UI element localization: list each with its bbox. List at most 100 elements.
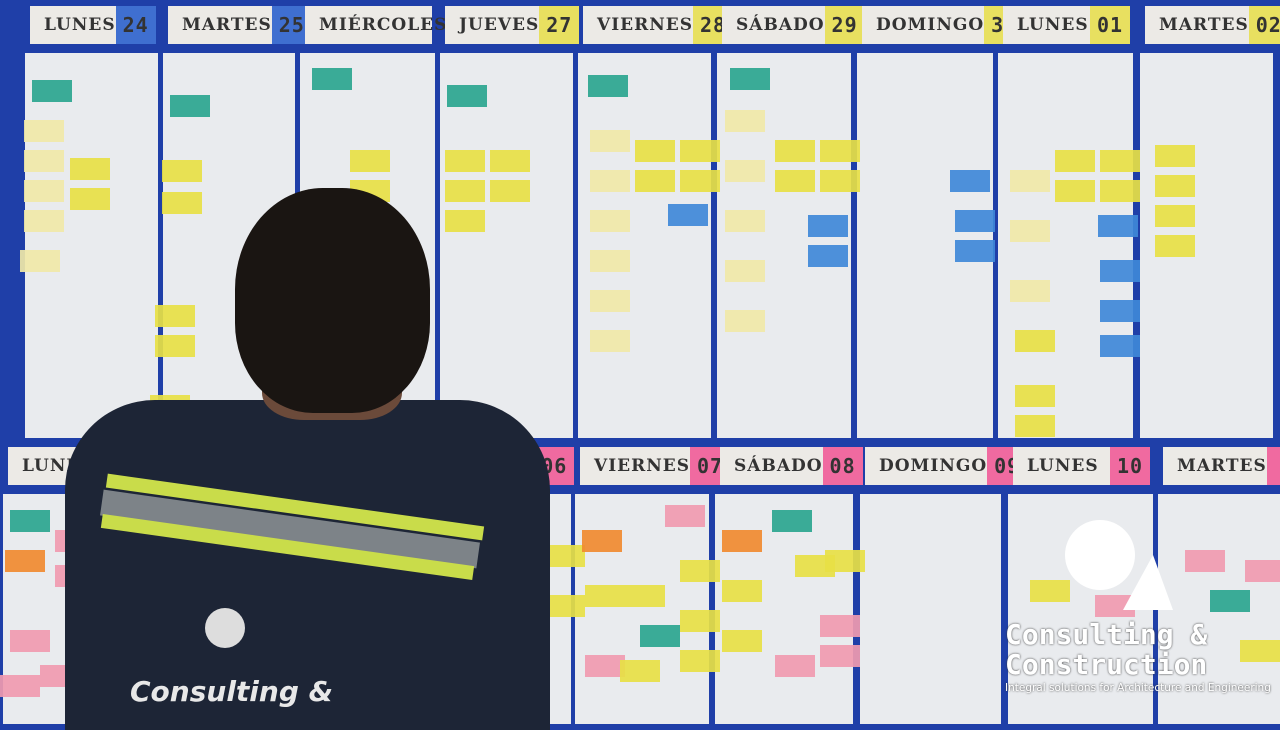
sticky-note: [635, 140, 675, 162]
sticky-note: [0, 675, 40, 697]
logo-line-2: Construction: [1005, 648, 1208, 681]
day-name: JUEVES: [459, 15, 540, 35]
sticky-note: [820, 170, 860, 192]
day-name: VIERNES: [597, 15, 694, 35]
sticky-note: [447, 85, 487, 107]
sticky-note: [725, 210, 765, 232]
sticky-note: [1030, 580, 1070, 602]
sticky-note: [1010, 220, 1050, 242]
day-number: 24: [115, 6, 156, 44]
day-panel: [575, 494, 709, 724]
sticky-note: [445, 150, 485, 172]
sticky-note: [10, 630, 50, 652]
company-logo: Consulting & Construction Integral solut…: [1005, 515, 1275, 705]
day-number: 10: [1110, 447, 1150, 485]
sticky-note: [590, 210, 630, 232]
sticky-note: [808, 245, 848, 267]
sticky-note: [445, 180, 485, 202]
day-header: VIERNES 28: [583, 6, 734, 44]
day-name: SÁBADO: [736, 15, 825, 35]
sticky-note: [620, 660, 660, 682]
sticky-note: [730, 68, 770, 90]
shirt-emblem-icon: [205, 608, 245, 648]
sticky-note: [1185, 550, 1225, 572]
day-header: JUEVES 27: [445, 6, 580, 44]
sticky-note: [20, 250, 60, 272]
sticky-note: [155, 335, 195, 357]
sticky-note: [820, 645, 860, 667]
shirt-logo-text: Consulting &: [130, 675, 334, 708]
logo-tagline: Integral solutions for Architecture and …: [1005, 682, 1271, 694]
sticky-note: [722, 630, 762, 652]
sticky-note: [24, 210, 64, 232]
sticky-note: [1100, 180, 1140, 202]
day-name: MIÉRCOLES: [319, 15, 448, 35]
sticky-note: [1100, 335, 1140, 357]
day-panel: [440, 53, 573, 438]
sticky-note: [70, 188, 110, 210]
sticky-note: [24, 180, 64, 202]
sticky-note: [775, 655, 815, 677]
sticky-note: [162, 160, 202, 182]
sticky-note: [350, 150, 390, 172]
sticky-note: [1015, 385, 1055, 407]
sticky-note: [820, 615, 860, 637]
sticky-note: [582, 530, 622, 552]
day-number: 29: [824, 6, 865, 44]
logo-line-1: Consulting &: [1005, 618, 1208, 651]
sticky-note: [312, 68, 352, 90]
day-name: VIERNES: [594, 456, 691, 476]
day-header: MARTES 02: [1145, 6, 1280, 44]
sticky-note: [24, 120, 64, 142]
sticky-note: [590, 170, 630, 192]
sticky-note: [775, 170, 815, 192]
sticky-note: [772, 510, 812, 532]
day-name: SÁBADO: [734, 456, 823, 476]
day-header: DOMINGO30: [862, 6, 1025, 44]
sticky-note: [585, 655, 625, 677]
sticky-note: [1155, 175, 1195, 197]
sticky-note: [155, 305, 195, 327]
sticky-note: [808, 215, 848, 237]
sticky-note: [10, 510, 50, 532]
day-header: SÁBADO 29: [722, 6, 865, 44]
sticky-note: [1245, 560, 1280, 582]
sticky-note: [665, 505, 705, 527]
day-number: 08: [822, 447, 863, 485]
day-header: SÁBADO 08: [720, 447, 863, 485]
sticky-note: [24, 150, 64, 172]
sticky-note: [545, 545, 585, 567]
sticky-note: [775, 140, 815, 162]
sticky-note: [668, 204, 708, 226]
day-name: DOMINGO: [879, 456, 988, 476]
day-number: 02: [1248, 6, 1280, 44]
day-name: DOMINGO: [876, 15, 985, 35]
sticky-note: [1155, 205, 1195, 227]
day-number: 1: [1266, 447, 1280, 485]
sticky-note: [625, 585, 665, 607]
sticky-note: [1155, 235, 1195, 257]
day-name: LUNES: [1027, 456, 1099, 476]
sticky-note: [588, 75, 628, 97]
day-name: MARTES: [1159, 15, 1249, 35]
day-panel: [578, 53, 711, 438]
sticky-note: [545, 595, 585, 617]
day-name: MARTES: [182, 15, 272, 35]
sticky-note: [170, 95, 210, 117]
sticky-note: [1098, 215, 1138, 237]
sticky-note: [725, 160, 765, 182]
sticky-note: [1100, 150, 1140, 172]
sticky-note: [32, 80, 72, 102]
sticky-note: [635, 170, 675, 192]
day-panel: [860, 494, 1001, 724]
sticky-note: [825, 550, 865, 572]
sticky-note: [590, 290, 630, 312]
person-head: [235, 188, 430, 413]
sticky-note: [722, 530, 762, 552]
sticky-note: [680, 170, 720, 192]
sticky-note: [722, 580, 762, 602]
sticky-note: [680, 560, 720, 582]
sticky-note: [640, 625, 680, 647]
sticky-note: [1100, 260, 1140, 282]
day-header: MARTES 25: [168, 6, 312, 44]
